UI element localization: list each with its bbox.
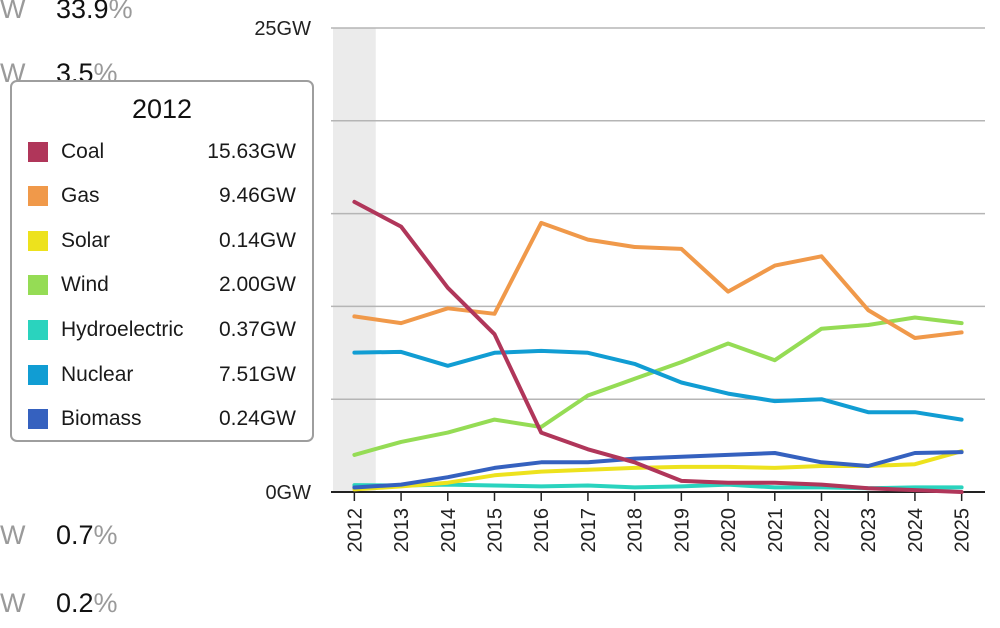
- x-tick-label: 2015: [485, 508, 507, 553]
- x-tick-label: 2013: [391, 508, 413, 553]
- background-unit: W: [0, 520, 26, 550]
- background-row-3: W 0.7%: [0, 520, 118, 551]
- background-row-4: W 0.2%: [0, 588, 118, 619]
- y-tick-label: 0GW: [265, 482, 311, 504]
- tooltip-row-biomass: Biomass 0.24GW: [26, 405, 298, 435]
- tooltip-series-name: Coal: [61, 140, 105, 163]
- series-line-gas[interactable]: [352, 220, 964, 340]
- gas-swatch: [28, 186, 48, 206]
- x-tick-label: 2021: [765, 508, 787, 553]
- solar-swatch: [28, 231, 48, 251]
- tooltip-year: 2012: [131, 94, 193, 124]
- x-tick-label: 2025: [952, 508, 974, 553]
- background-value: 33.9: [56, 0, 109, 24]
- background-percent-sign: %: [93, 520, 118, 550]
- background-value: 0.7: [56, 520, 94, 550]
- tooltip-series-name: Gas: [61, 184, 100, 207]
- background-percent-sign: %: [93, 588, 118, 618]
- x-tick-label: 2017: [578, 508, 600, 553]
- x-tick-label: 2023: [858, 508, 880, 553]
- biomass-swatch: [28, 409, 48, 429]
- tooltip-series-value: 7.51GW: [218, 363, 296, 386]
- tooltip-row-gas: Gas 9.46GW: [26, 182, 298, 212]
- tooltip-row-nuclear: Nuclear 7.51GW: [26, 361, 298, 391]
- x-tick-label: 2018: [625, 508, 647, 553]
- tooltip-series-value: 2.00GW: [218, 273, 296, 296]
- series-line-biomass[interactable]: [352, 450, 964, 490]
- tooltip-row-hydroelectric: Hydroelectric 0.37GW: [26, 316, 298, 346]
- background-unit: W: [0, 588, 26, 618]
- tooltip-series-name: Biomass: [61, 407, 142, 430]
- tooltip-series-name: Hydroelectric: [61, 318, 184, 341]
- nuclear-swatch: [28, 365, 48, 385]
- wind-swatch: [28, 275, 48, 295]
- tooltip-row-coal: Coal 15.63GW: [26, 138, 298, 168]
- tooltip-series-value: 0.24GW: [218, 407, 296, 430]
- series-line-nuclear[interactable]: [352, 348, 964, 422]
- highlight-band: [333, 28, 376, 492]
- tooltip-series-value: 15.63GW: [207, 140, 296, 163]
- tooltip-series-value: 0.37GW: [218, 318, 296, 341]
- x-tick-label: 2012: [344, 508, 366, 553]
- x-tick-label: 2020: [718, 508, 740, 553]
- x-tick-label: 2022: [812, 508, 834, 553]
- y-tick-label: 25GW: [254, 18, 311, 40]
- series-line-coal[interactable]: [352, 199, 964, 494]
- background-unit: W: [0, 0, 26, 24]
- x-tick-label: 2019: [671, 508, 693, 553]
- x-tick-label: 2014: [438, 508, 460, 553]
- background-value: 0.2: [56, 588, 94, 618]
- tooltip-row-solar: Solar 0.14GW: [26, 227, 298, 257]
- coal-swatch: [28, 142, 48, 162]
- tooltip-series-value: 9.46GW: [218, 184, 296, 207]
- tooltip-series-name: Solar: [61, 229, 111, 252]
- background-row-1: W 33.9%: [0, 0, 133, 25]
- series-line-wind[interactable]: [352, 315, 964, 457]
- hydroelectric-swatch: [28, 320, 48, 340]
- x-tick-label: 2024: [905, 508, 927, 553]
- tooltip-series-value: 0.14GW: [218, 229, 296, 252]
- tooltip-series-name: Wind: [61, 273, 109, 296]
- background-percent-sign: %: [108, 0, 133, 24]
- tooltip-series-name: Nuclear: [61, 363, 134, 386]
- x-tick-label: 2016: [531, 508, 553, 553]
- tooltip-row-wind: Wind 2.00GW: [26, 271, 298, 301]
- hover-tooltip: 2012 Coal 15.63GW Gas 9.46GW Solar 0.14G…: [10, 80, 314, 442]
